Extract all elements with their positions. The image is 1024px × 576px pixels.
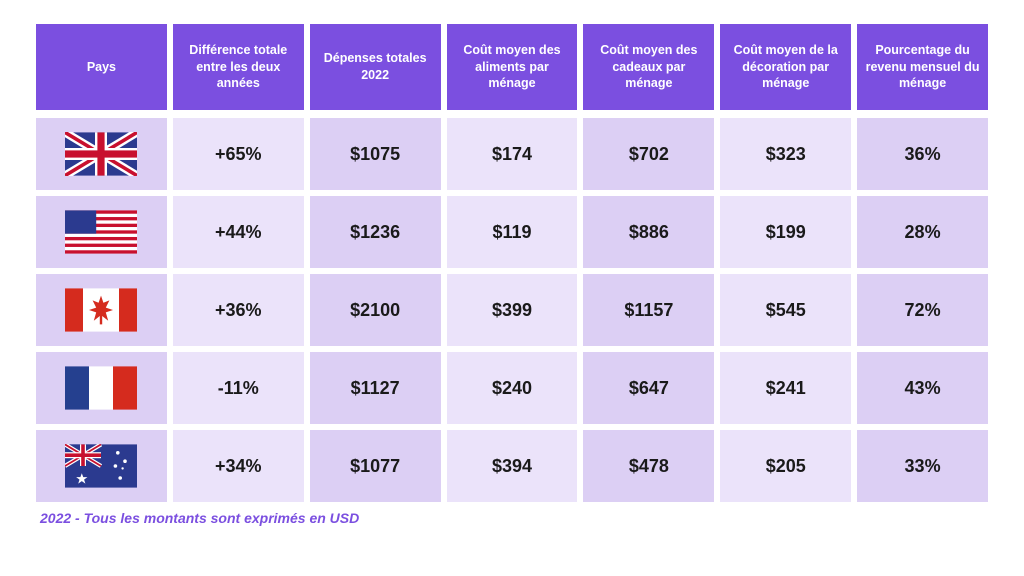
deco-cell: $241 <box>720 352 851 424</box>
table-row: +36% $2100 $399 $1157 $545 72% <box>36 274 988 346</box>
food-cell: $174 <box>447 118 578 190</box>
gifts-cell: $702 <box>583 118 714 190</box>
table-row: +44% $1236 $119 $886 $199 28% <box>36 196 988 268</box>
diff-cell: +44% <box>173 196 304 268</box>
canada-flag-icon <box>65 288 137 332</box>
diff-cell: +34% <box>173 430 304 502</box>
flag-cell <box>36 118 167 190</box>
gifts-cell: $478 <box>583 430 714 502</box>
pct-cell: 72% <box>857 274 988 346</box>
food-cell: $399 <box>447 274 578 346</box>
flag-cell <box>36 430 167 502</box>
col-gifts: Coût moyen des cadeaux par ménage <box>583 24 714 110</box>
pct-cell: 43% <box>857 352 988 424</box>
diff-cell: -11% <box>173 352 304 424</box>
food-cell: $240 <box>447 352 578 424</box>
uk-flag-icon <box>65 132 137 176</box>
col-food: Coût moyen des aliments par ménage <box>447 24 578 110</box>
deco-cell: $323 <box>720 118 851 190</box>
pct-cell: 28% <box>857 196 988 268</box>
flag-cell <box>36 196 167 268</box>
food-cell: $394 <box>447 430 578 502</box>
gifts-cell: $1157 <box>583 274 714 346</box>
france-flag-icon <box>65 366 137 410</box>
table-row: -11% $1127 $240 $647 $241 43% <box>36 352 988 424</box>
deco-cell: $205 <box>720 430 851 502</box>
total-cell: $1236 <box>310 196 441 268</box>
pct-cell: 33% <box>857 430 988 502</box>
gifts-cell: $647 <box>583 352 714 424</box>
total-cell: $1075 <box>310 118 441 190</box>
total-cell: $1077 <box>310 430 441 502</box>
total-cell: $2100 <box>310 274 441 346</box>
table-header-row: Pays Différence totale entre les deux an… <box>36 24 988 110</box>
table-row: +34% $1077 $394 $478 $205 33% <box>36 430 988 502</box>
australia-flag-icon <box>65 444 137 488</box>
spending-table: Pays Différence totale entre les deux an… <box>36 24 988 502</box>
col-country: Pays <box>36 24 167 110</box>
pct-cell: 36% <box>857 118 988 190</box>
table-row: +65% $1075 $174 $702 $323 36% <box>36 118 988 190</box>
food-cell: $119 <box>447 196 578 268</box>
deco-cell: $199 <box>720 196 851 268</box>
col-pct: Pourcentage du revenu mensuel du ménage <box>857 24 988 110</box>
flag-cell <box>36 352 167 424</box>
col-deco: Coût moyen de la décoration par ménage <box>720 24 851 110</box>
gifts-cell: $886 <box>583 196 714 268</box>
deco-cell: $545 <box>720 274 851 346</box>
flag-cell <box>36 274 167 346</box>
us-flag-icon <box>65 210 137 254</box>
col-total: Dépenses totales 2022 <box>310 24 441 110</box>
diff-cell: +65% <box>173 118 304 190</box>
diff-cell: +36% <box>173 274 304 346</box>
footnote-text: 2022 - Tous les montants sont exprimés e… <box>36 510 988 526</box>
total-cell: $1127 <box>310 352 441 424</box>
col-difference: Différence totale entre les deux années <box>173 24 304 110</box>
